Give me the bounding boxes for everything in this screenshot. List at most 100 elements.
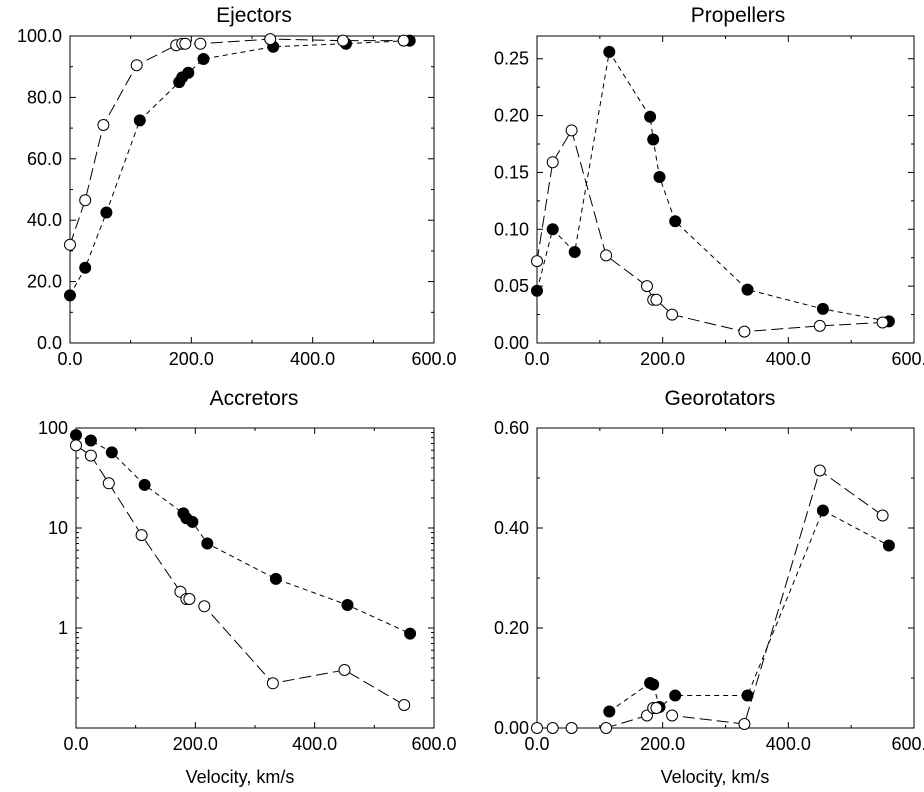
data-point-open [876, 316, 889, 329]
x-tick-label: 200.0 [640, 734, 685, 754]
panel-georotators: Georotators Velocity, km/s 0.0 200.0 400.0… [494, 387, 924, 787]
y-tick-label: 0.40 [494, 518, 529, 538]
series-line-1 [536, 129, 883, 333]
x-axis-label: Velocity, km/s [661, 767, 770, 787]
data-point-filled [531, 284, 543, 297]
x-tick-label: 600.0 [891, 734, 924, 754]
y-tick-label: 0.60 [494, 418, 529, 438]
data-point-filled [644, 110, 657, 123]
data-point-filled [647, 133, 660, 146]
data-point-filled [269, 572, 282, 585]
data-point-open [194, 37, 207, 50]
data-point-open [64, 238, 76, 251]
series-line-1 [537, 469, 883, 729]
data-point-open [666, 709, 679, 722]
x-tick-label: 0.0 [524, 349, 549, 369]
data-point-filled [182, 66, 195, 79]
data-point-filled [882, 539, 895, 552]
data-point-filled [816, 504, 829, 517]
data-point-open [179, 37, 192, 50]
data-point-open [79, 194, 92, 207]
data-point-open [531, 722, 543, 734]
y-tick-label: 100 [38, 418, 68, 438]
y-tick-label: 0.0 [37, 333, 62, 353]
x-tick-label: 0.0 [57, 349, 82, 369]
plot-frame [69, 35, 435, 344]
data-point-open [546, 156, 559, 169]
data-point-filled [84, 434, 97, 447]
series-line-0 [69, 40, 410, 296]
data-point-filled [341, 599, 354, 611]
data-point-open [97, 119, 110, 131]
data-point-open [264, 33, 277, 46]
data-point-open [565, 722, 578, 734]
data-point-open [338, 664, 351, 676]
data-point-open [130, 59, 143, 72]
x-tick-label: 0.0 [524, 734, 549, 754]
data-point-filled [138, 478, 151, 491]
plot-frame [75, 427, 435, 729]
y-tick-label: 0.20 [494, 618, 529, 638]
data-point-filled [197, 53, 210, 65]
data-point-open [666, 308, 679, 321]
data-point-open [398, 699, 411, 711]
series-line-1 [69, 38, 404, 245]
data-point-open [813, 464, 826, 477]
data-point-open [600, 722, 613, 734]
panel-title: Accretors [210, 387, 299, 410]
panel-title: Georotators [665, 387, 776, 410]
y-tick-label: 0.00 [494, 718, 529, 738]
data-point-open [135, 529, 148, 542]
data-point-open [641, 280, 653, 293]
data-point-filled [741, 689, 754, 702]
series-line-0 [609, 509, 890, 712]
data-point-open [876, 509, 889, 522]
data-point-open [337, 34, 349, 47]
data-point-filled [70, 429, 82, 442]
data-point-open [650, 293, 663, 306]
x-tick-label: 200.0 [173, 734, 218, 754]
series-line-0 [75, 434, 411, 635]
data-point-filled [816, 302, 829, 315]
data-point-filled [186, 515, 199, 528]
x-tick-label: 400.0 [292, 734, 337, 754]
data-point-open [600, 249, 613, 262]
data-point-open [183, 593, 196, 605]
data-point-open [813, 319, 826, 332]
data-point-open [650, 702, 663, 714]
data-point-filled [100, 206, 113, 219]
series-line-1 [75, 444, 405, 706]
y-tick-label: 0.20 [494, 106, 529, 126]
x-tick-label: 400.0 [766, 734, 811, 754]
panel-propellers: Propellers 0.0 200.0 400.0 600.0 0.00 0.05 0.1… [494, 4, 924, 369]
data-point-filled [404, 627, 417, 640]
y-tick-label: 0.05 [494, 276, 529, 296]
data-point-filled [653, 171, 666, 183]
plot-frame [536, 427, 915, 729]
data-point-open [102, 477, 115, 490]
panel-title: Propellers [691, 4, 786, 27]
y-tick-label: 100.0 [17, 26, 62, 46]
plot-frame [536, 35, 915, 344]
data-point-open [266, 677, 279, 690]
data-point-filled [603, 45, 616, 58]
data-point-filled [669, 689, 682, 702]
panel-accretors: Accretors Velocity, km/s 0.0 200.0 400.0 60… [38, 387, 457, 787]
y-tick-label: 80.0 [27, 87, 62, 107]
x-tick-label: 600.0 [411, 349, 456, 369]
data-point-filled [741, 283, 754, 296]
x-tick-label: 400.0 [766, 349, 811, 369]
data-point-open [546, 722, 559, 734]
x-tick-label: 600.0 [891, 349, 924, 369]
data-point-open [565, 124, 578, 137]
data-point-filled [568, 246, 581, 258]
x-tick-label: 200.0 [640, 349, 685, 369]
x-tick-label: 600.0 [411, 734, 456, 754]
y-tick-label: 40.0 [27, 210, 62, 230]
x-axis-label: Velocity, km/s [186, 767, 295, 787]
data-point-filled [546, 223, 559, 236]
y-tick-label: 0.25 [494, 49, 529, 69]
x-tick-label: 200.0 [169, 349, 214, 369]
y-tick-label: 0.00 [494, 333, 529, 353]
